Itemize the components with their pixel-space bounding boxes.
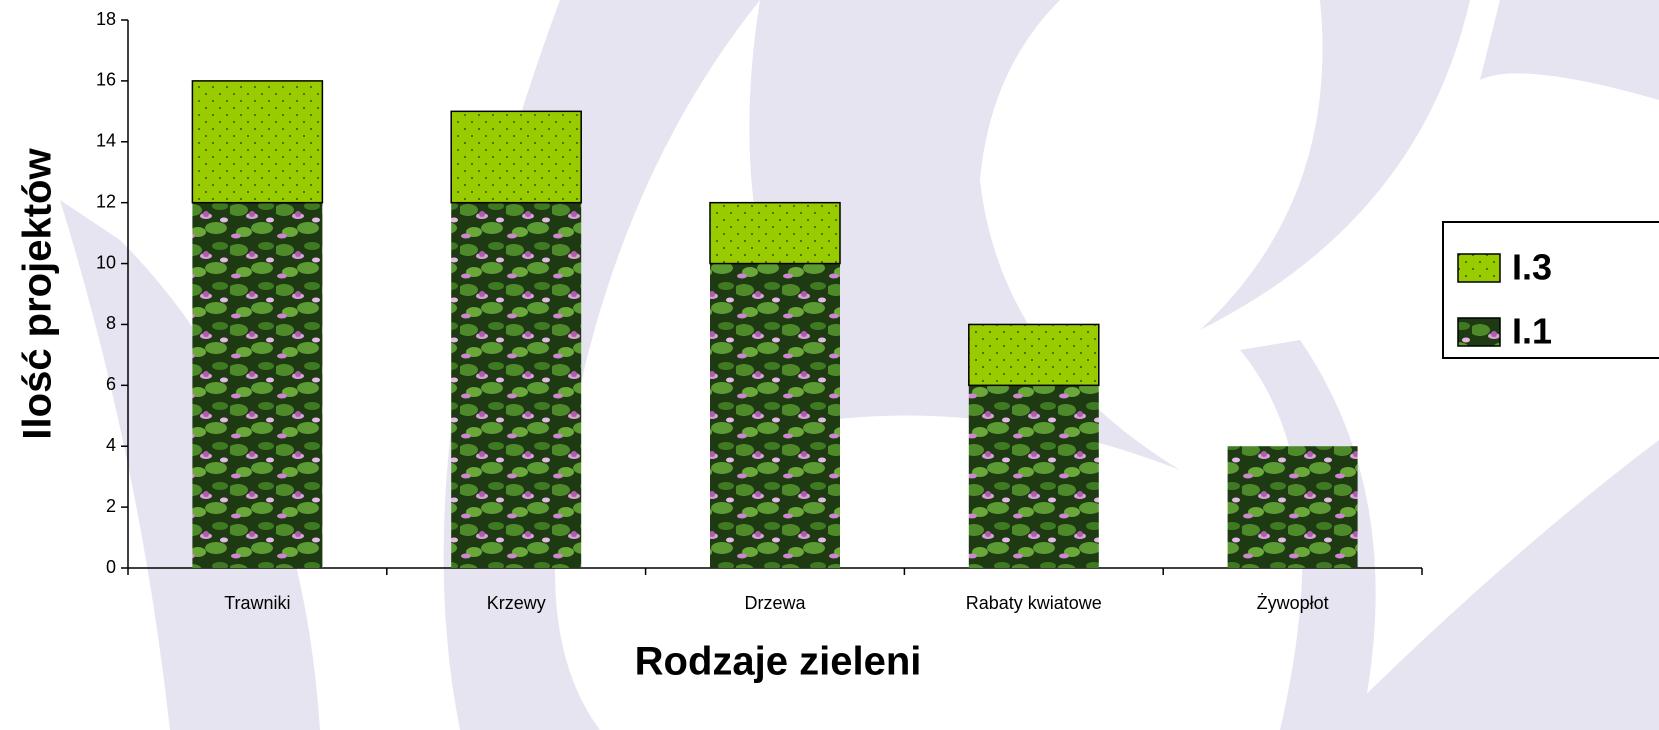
bar-segment bbox=[709, 201, 841, 265]
y-tick-label: 10 bbox=[96, 252, 116, 272]
y-tick-label: 8 bbox=[106, 313, 116, 333]
x-tick-label: Krzewy bbox=[487, 593, 546, 613]
y-tick-label: 18 bbox=[96, 9, 116, 29]
y-tick-label: 14 bbox=[96, 131, 116, 151]
x-tick-label: Drzewa bbox=[744, 593, 806, 613]
legend-label: I.3 bbox=[1512, 247, 1552, 288]
bar-segment bbox=[451, 202, 582, 568]
bar-segment bbox=[710, 263, 840, 568]
y-tick-label: 2 bbox=[106, 496, 116, 516]
legend-swatch bbox=[1457, 317, 1501, 347]
y-tick-label: 0 bbox=[106, 557, 116, 577]
bar-segment bbox=[450, 110, 582, 204]
x-tick-label: Rabaty kwiatowe bbox=[966, 593, 1102, 613]
bar-segment bbox=[191, 80, 324, 204]
bar-segment bbox=[968, 323, 1100, 387]
x-tick-label: Żywopłot bbox=[1257, 593, 1329, 613]
y-tick-label: 12 bbox=[96, 191, 116, 211]
bar-segment bbox=[1227, 446, 1358, 568]
legend-label: I.1 bbox=[1512, 311, 1552, 352]
y-axis-title: Ilość projektów bbox=[16, 148, 60, 440]
x-tick-label: Trawniki bbox=[224, 593, 290, 613]
y-tick-label: 16 bbox=[96, 70, 116, 90]
bar-segment bbox=[968, 385, 1099, 568]
bar-segment bbox=[192, 202, 323, 568]
legend-swatch bbox=[1457, 253, 1501, 283]
y-tick-label: 4 bbox=[106, 435, 116, 455]
x-axis-title: Rodzaje zieleni bbox=[635, 640, 922, 684]
y-tick-label: 6 bbox=[106, 374, 116, 394]
